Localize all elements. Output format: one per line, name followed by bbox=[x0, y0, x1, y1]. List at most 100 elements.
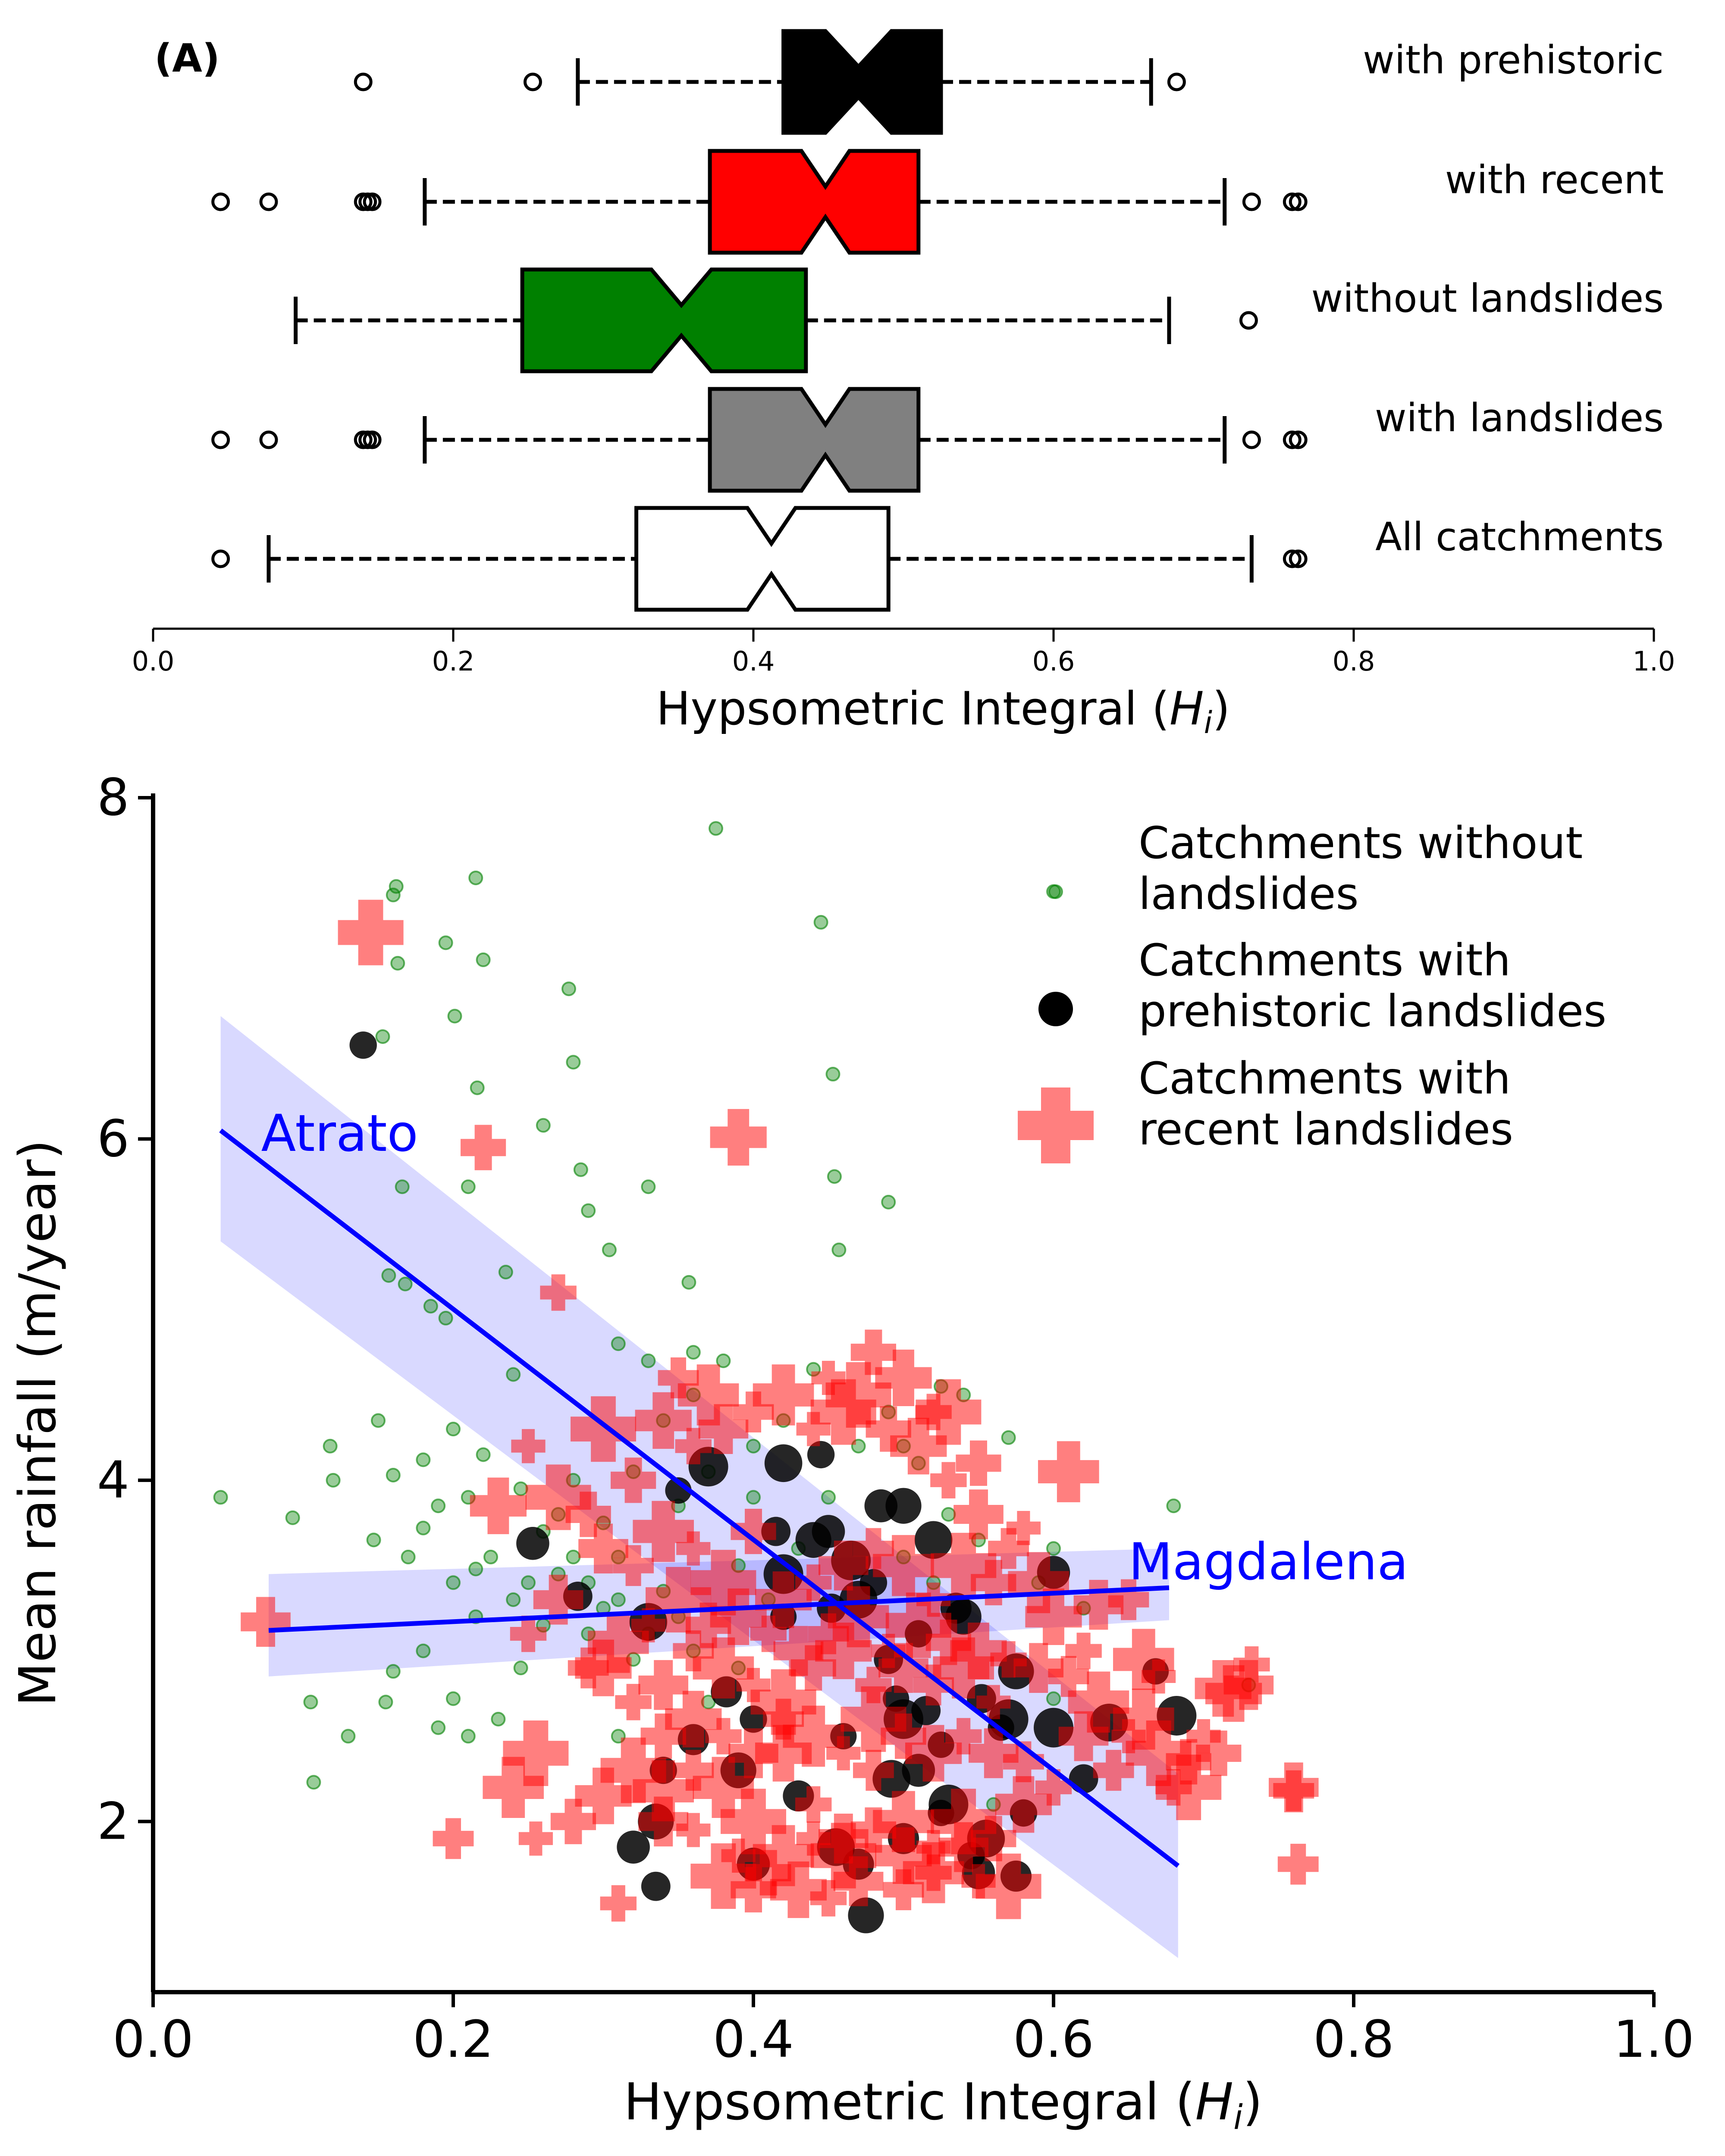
scatter-x-axis-label-end: ) bbox=[1243, 2072, 1263, 2131]
recent-landslide-marker bbox=[633, 1760, 694, 1821]
no-landslide-marker bbox=[303, 1695, 318, 1710]
no-landslide-marker bbox=[323, 1438, 338, 1454]
recent-landslide-marker bbox=[808, 1613, 849, 1655]
recent-landslide-marker bbox=[673, 1750, 714, 1791]
recent-landslide-marker bbox=[731, 1508, 776, 1554]
no-landslide-marker bbox=[386, 887, 401, 903]
no-landslide-marker bbox=[401, 1549, 416, 1564]
boxplot-marks: with prehistoric with recent without lands… bbox=[211, 29, 1664, 612]
recent-landslide-marker bbox=[675, 1428, 712, 1464]
outlier-point bbox=[523, 72, 542, 91]
box-label: with prehistoric bbox=[1363, 38, 1664, 83]
panel-label: (A) bbox=[154, 36, 220, 81]
legend-entry-line: landslides bbox=[1138, 868, 1359, 920]
recent-landslide-marker bbox=[1277, 1843, 1319, 1885]
no-landslide-marker bbox=[521, 1575, 536, 1590]
outlier-point bbox=[211, 549, 230, 568]
no-landslide-marker bbox=[213, 1490, 228, 1505]
outlier-point bbox=[1242, 430, 1261, 449]
no-landslide-marker bbox=[390, 956, 405, 971]
recent-landslide-marker bbox=[871, 1633, 906, 1668]
no-landslide-marker bbox=[423, 1299, 438, 1314]
recent-landslide-marker bbox=[1035, 1769, 1072, 1806]
outlier-point bbox=[1289, 549, 1308, 568]
legend-entry: Catchments with prehistoric landslides bbox=[1138, 935, 1606, 1037]
legend-entry-line: prehistoric landslides bbox=[1138, 986, 1606, 1037]
no-landslide-marker bbox=[611, 1336, 626, 1351]
recent-landslide-marker bbox=[853, 1750, 894, 1791]
recent-landslide-marker bbox=[550, 1799, 596, 1844]
box bbox=[781, 29, 943, 135]
y-tick-label: 4 bbox=[97, 1450, 129, 1510]
recent-landslide-marker bbox=[633, 1501, 694, 1562]
recent-landslide-marker bbox=[540, 1274, 577, 1311]
no-landslide-marker bbox=[573, 1162, 588, 1177]
recent-landslide-marker bbox=[578, 1523, 628, 1573]
recent-landslide-marker bbox=[638, 1796, 688, 1847]
recent-landslide-marker bbox=[1008, 1552, 1069, 1614]
recent-landslide-marker bbox=[241, 1597, 291, 1647]
no-landslide-marker bbox=[821, 1490, 836, 1505]
recent-landslide-marker bbox=[783, 1705, 844, 1767]
recent-landslide-marker bbox=[1142, 1659, 1176, 1694]
no-landslide-marker bbox=[416, 1643, 431, 1658]
recent-landslide-marker bbox=[810, 1379, 876, 1445]
no-landslide-marker bbox=[611, 1592, 626, 1607]
recent-landslide-marker bbox=[518, 1821, 553, 1856]
outlier-point bbox=[1239, 311, 1258, 330]
recent-landslide-marker bbox=[815, 1622, 872, 1680]
no-landslide-marker bbox=[431, 1720, 446, 1735]
recent-landslide-marker bbox=[673, 1630, 714, 1671]
scatter-x-axis-label-var: H bbox=[1195, 2072, 1233, 2131]
recent-landslide-marker bbox=[1273, 1770, 1314, 1811]
recent-landslide-marker bbox=[503, 1720, 569, 1786]
recent-landslide-marker bbox=[1003, 1741, 1044, 1783]
recent-landslide-marker bbox=[826, 1736, 861, 1771]
regression-line bbox=[268, 1585, 1170, 1633]
recent-landslide-marker bbox=[483, 1757, 544, 1818]
recent-landslide-marker bbox=[795, 1564, 832, 1601]
recent-landslide-marker bbox=[925, 1620, 972, 1665]
recent-landslide-marker bbox=[810, 1880, 847, 1917]
recent-landslide-marker bbox=[665, 1691, 722, 1748]
recent-landslide-marker bbox=[710, 1109, 767, 1166]
boxplot-x-axis-label-main: Hypsometric Integral ( bbox=[656, 682, 1170, 735]
recent-landslide-marker bbox=[693, 1637, 754, 1698]
regression-lines: Atrato Magdalena bbox=[219, 1103, 1408, 1868]
recent-landslide-marker bbox=[819, 1540, 869, 1591]
no-landslide-marker bbox=[813, 915, 828, 930]
recent-landslide-marker bbox=[750, 1615, 787, 1652]
recent-landslide-marker bbox=[705, 1718, 742, 1755]
no-landslide-marker bbox=[641, 1353, 656, 1368]
legend-entry: Catchments with recent landslides bbox=[1138, 1053, 1513, 1155]
recent-landslide-marker bbox=[613, 1545, 654, 1586]
recent-landslide-marker bbox=[568, 1647, 609, 1689]
no-landslide-marker bbox=[831, 1242, 847, 1257]
recent-landslide-marker bbox=[969, 1728, 1019, 1778]
recent-landslide-marker bbox=[988, 1528, 1029, 1569]
outlier-point bbox=[1283, 549, 1302, 568]
no-landslide-marker bbox=[381, 1268, 396, 1283]
recent-landslide-marker bbox=[828, 1586, 889, 1648]
recent-landslide-marker bbox=[690, 1843, 756, 1909]
recent-landslide-marker bbox=[1093, 1750, 1134, 1791]
recent-landslide-marker bbox=[733, 1391, 774, 1432]
box-label: All catchments bbox=[1375, 514, 1664, 560]
recent-landslide-marker bbox=[721, 1838, 756, 1873]
no-landslide-marker bbox=[1166, 1498, 1181, 1514]
no-landslide-marker bbox=[561, 981, 576, 997]
no-landslide-marker bbox=[438, 1310, 453, 1326]
recent-landslide-marker bbox=[755, 1571, 812, 1628]
no-landslide-marker bbox=[438, 935, 453, 950]
no-landslide-marker bbox=[483, 1549, 498, 1564]
recent-landslide-marker bbox=[525, 1464, 591, 1530]
recent-landslide-marker bbox=[990, 1641, 1027, 1678]
recent-landslide-marker bbox=[938, 1822, 988, 1872]
recent-landslide-marker bbox=[930, 1462, 967, 1499]
no-landslide-marker bbox=[566, 1055, 581, 1070]
no-landslide-marker bbox=[386, 1467, 401, 1482]
recent-landslide-marker bbox=[690, 1550, 756, 1616]
recent-landslide-marker bbox=[1108, 1579, 1149, 1620]
no-landslide-marker bbox=[447, 1009, 462, 1024]
recent-landslide-marker bbox=[753, 1825, 814, 1887]
